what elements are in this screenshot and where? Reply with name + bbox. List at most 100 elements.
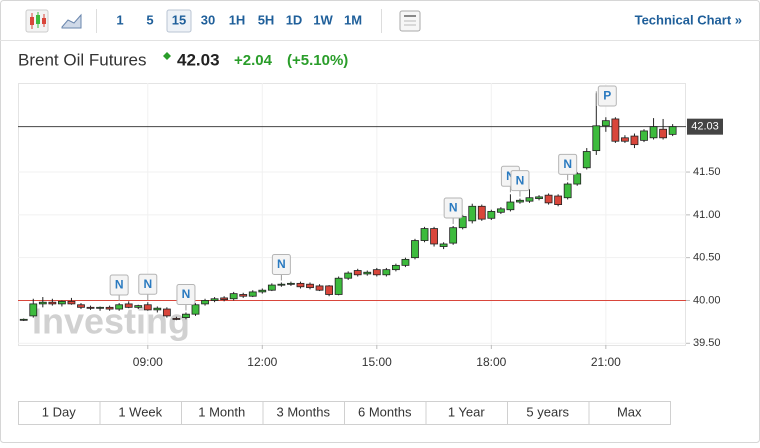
candle-body [105,306,114,310]
candle-body [487,211,496,219]
range-label[interactable]: 1 Year [448,404,486,419]
interval-button[interactable]: 1W [313,12,333,27]
candle-body [449,227,458,244]
candle-body [611,118,620,142]
event-label[interactable]: N [506,169,515,183]
candle-body [372,269,381,276]
candle-body [239,294,248,297]
price-change: +2.04 [234,52,273,69]
y-tick-label: 40.00 [693,294,721,306]
candle-body [601,120,610,127]
candle-body [420,228,429,241]
range-label[interactable]: 5 years [526,404,569,419]
area-icon[interactable] [61,13,82,29]
event-label[interactable]: N [277,257,286,271]
selected-interval [166,9,192,33]
event-label[interactable]: N [516,173,525,187]
candle-body [582,151,591,169]
event-label[interactable]: N [563,157,572,171]
range-label[interactable]: 3 Months [277,404,331,419]
candle-body [525,197,534,202]
controls: 1 5 15 30 1H 5H 1D 1W 1M1 Day 1 Week 1 Month 3 Mont… [18,9,671,425]
interval-button[interactable]: 1H [229,12,246,27]
event-label[interactable]: N [115,278,124,292]
interval-button[interactable]: 1M [344,12,362,27]
candle-body [411,240,419,259]
candle-body [516,199,524,203]
candle-body [659,128,667,139]
event-label[interactable]: N [143,277,152,291]
range-button[interactable] [588,401,671,425]
event-box[interactable] [597,85,617,107]
plot: 39.50 40.00 40.50 41.00 41.50 09:00 12:00 15:00… [18,83,723,369]
x-tick-label: 18:00 [476,355,506,369]
candle-body [134,305,143,308]
interval-button[interactable]: 15 [172,12,186,27]
price-label: 42.03 [691,121,719,133]
range-label[interactable]: Max [617,404,642,419]
event-box[interactable] [271,253,291,275]
candle-body [143,304,152,311]
range-label[interactable]: 1 Week [118,404,162,419]
event-label[interactable]: N [449,201,458,215]
settings-icon[interactable] [399,10,421,32]
candle-body [67,300,76,305]
event-box[interactable] [138,273,158,295]
price-label-box [687,118,723,135]
candle-body [506,201,515,211]
candle-body [201,300,209,305]
event-label[interactable]: P [603,89,611,103]
watermark: Investing [32,301,190,342]
x-tick-label: 21:00 [591,355,621,369]
candle-body [325,285,333,295]
candle-body [296,282,305,288]
event-label[interactable]: N [182,287,191,301]
candle-body [229,293,238,300]
interval-button[interactable]: 1D [286,12,303,27]
candle-body [19,318,28,321]
candle-body [554,195,563,205]
candle-body [182,313,190,319]
candle-body [439,243,448,247]
event-box[interactable] [176,283,196,305]
candle-body [477,205,486,220]
candle-body [468,205,477,222]
interval-button[interactable]: 1 [116,12,123,27]
range-label[interactable]: 1 Day [42,404,76,419]
candle-body [162,308,171,317]
candle-body [220,297,229,301]
candle-body [535,196,543,199]
event-box[interactable] [558,153,578,175]
instrument-title: Brent Oil Futures [18,50,147,69]
candle-body [401,258,410,266]
candle-body [172,318,181,320]
candle-body [430,228,438,245]
candle-body [573,173,582,185]
y-tick-label: 39.50 [693,337,721,349]
icon-body [42,18,46,24]
y-tick-label: 41.50 [693,166,721,178]
y-tick-label: 40.50 [693,252,721,264]
range-label[interactable]: 1 Month [198,404,245,419]
candle-body [496,208,505,213]
event-box[interactable] [510,170,530,192]
candle-body [640,130,648,141]
event-box[interactable] [443,197,463,219]
candles-icon[interactable] [25,9,49,33]
interval-button[interactable]: 5 [146,12,153,27]
candle-body [306,283,314,289]
candle-body [38,301,47,305]
technical-chart-link[interactable]: Technical Chart » [635,12,742,27]
candle-body [649,126,658,139]
candle-body [277,283,286,286]
candle-body [668,126,677,135]
interval-button[interactable]: 5H [258,12,275,27]
candle-body [353,270,362,276]
candle-body [248,291,257,297]
range-label[interactable]: 6 Months [358,404,412,419]
candle-body [344,272,353,279]
interval-button[interactable]: 30 [201,12,215,27]
candle-body [621,137,629,142]
event-box[interactable] [109,274,129,296]
